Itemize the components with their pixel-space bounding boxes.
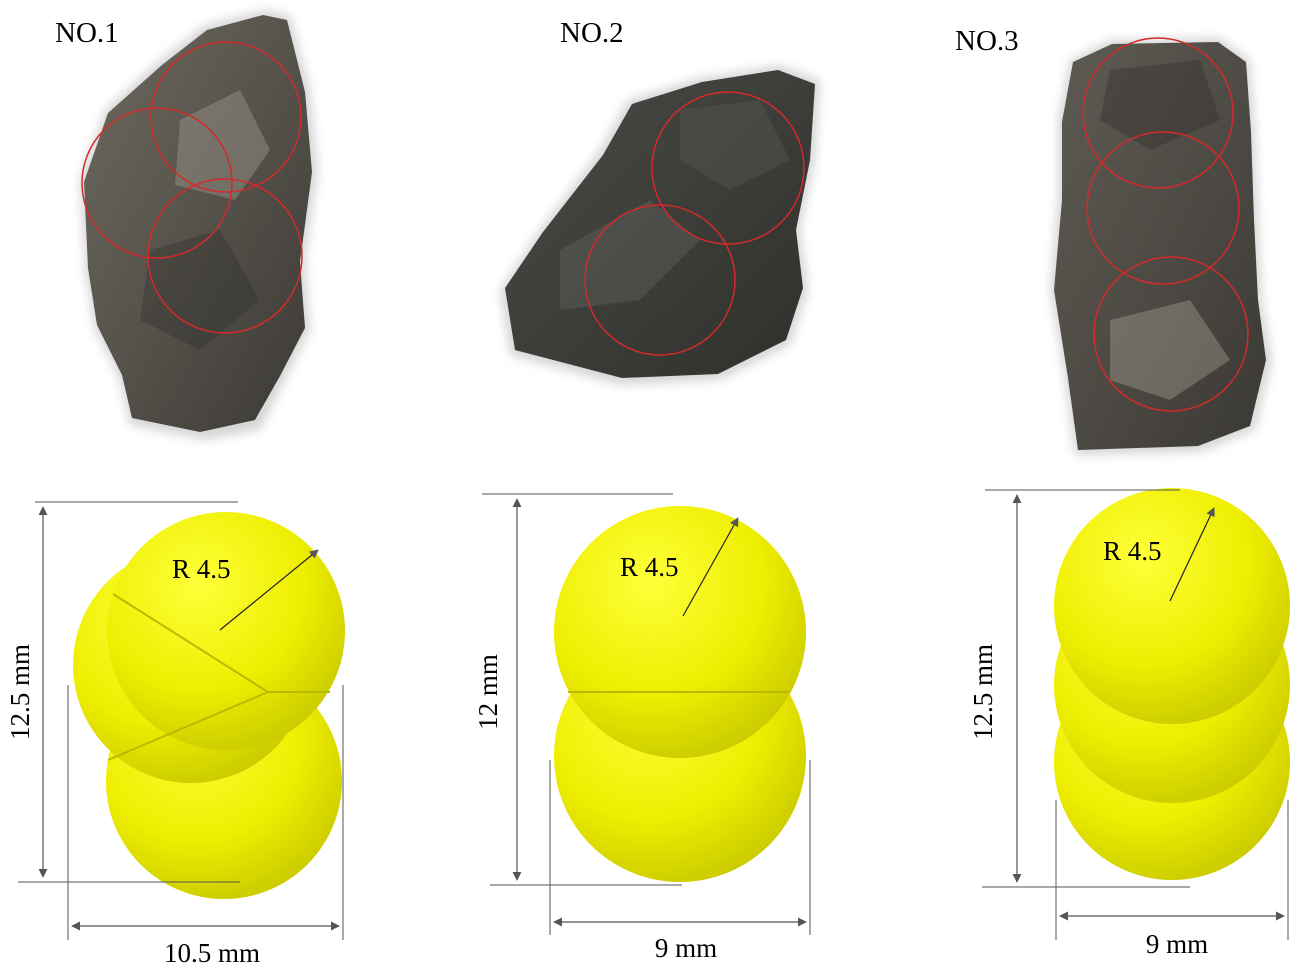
radius-arrow: [682, 517, 739, 617]
rock-fit-circle: [81, 107, 233, 259]
specimen-label-1: NO.1: [55, 17, 119, 49]
radius-label-2: R 4.5: [620, 552, 679, 582]
rock-fit-circle: [150, 41, 302, 193]
dimensions-2: [482, 493, 811, 935]
specimen-label-3: NO.3: [955, 25, 1019, 57]
radius-label-3: R 4.5: [1103, 536, 1162, 566]
width-label-3: 9 mm: [1146, 929, 1208, 959]
radius-label-1: R 4.5: [172, 554, 231, 584]
width-label-1: 10.5 mm: [164, 938, 260, 968]
sphere-model-2: [554, 506, 806, 882]
rock-fit-circle: [1093, 256, 1249, 412]
rock-fit-circle: [651, 91, 805, 245]
height-label-1: 12.5 mm: [5, 644, 35, 740]
rock-photo-1: [80, 10, 318, 440]
rock-fit-circle: [147, 178, 303, 334]
radius-arrow: [219, 549, 319, 631]
dimensions-3: [982, 489, 1289, 940]
height-label-2: 12 mm: [473, 654, 503, 730]
rock-fit-circle: [1086, 131, 1240, 285]
rock-fit-circle: [1082, 37, 1234, 189]
rock-photo-3: [1050, 37, 1272, 455]
sphere-model-3: [1054, 488, 1290, 880]
specimen-label-2: NO.2: [560, 17, 624, 49]
rock-fit-circle: [584, 204, 736, 356]
dimensions-1: [18, 501, 344, 940]
rock-photo-2: [500, 65, 820, 385]
width-label-2: 9 mm: [655, 933, 717, 963]
radius-arrow: [1169, 507, 1215, 602]
height-label-3: 12.5 mm: [968, 644, 998, 740]
